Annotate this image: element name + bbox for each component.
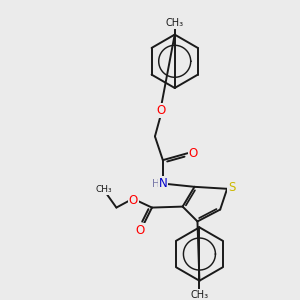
Text: O: O [189,147,198,160]
Text: H: H [152,179,160,189]
Text: CH₃: CH₃ [95,185,112,194]
Text: O: O [129,194,138,207]
Text: CH₃: CH₃ [166,18,184,28]
Text: O: O [156,104,166,117]
Text: O: O [136,224,145,237]
Text: CH₃: CH₃ [190,290,208,300]
Text: S: S [228,181,236,194]
Text: N: N [158,177,167,190]
